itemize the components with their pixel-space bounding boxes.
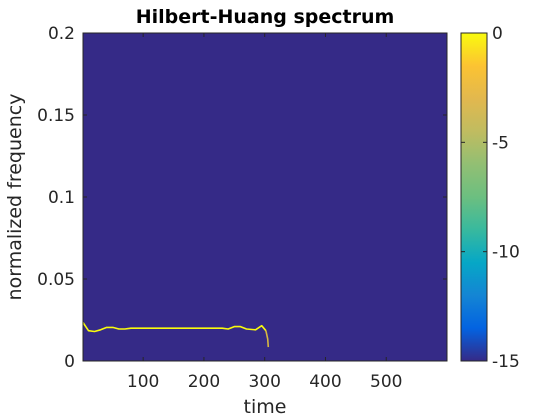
- y-tick-label: 0.1: [48, 188, 75, 208]
- colorbar: [460, 32, 488, 362]
- x-axis-ticks: 100 200 300 400 500: [127, 33, 402, 392]
- x-tick-label: 100: [127, 372, 159, 392]
- colorbar-tick-label: -15: [492, 352, 520, 372]
- x-axis-label: time: [244, 396, 287, 418]
- plot-area: 100 200 300 400 500 0 0.05 0.1 0.15 0.2: [37, 24, 448, 392]
- y-tick-label: 0.15: [37, 106, 75, 126]
- colorbar-ticks: 0 -5 -10 -15: [461, 24, 520, 372]
- y-tick-label: 0: [64, 352, 75, 372]
- ridge-line-0: [82, 322, 267, 333]
- spectrum-background: [83, 33, 447, 361]
- x-tick-label: 400: [309, 372, 341, 392]
- x-tick-label: 200: [188, 372, 220, 392]
- spectrum-ridges: [82, 322, 270, 348]
- colorbar-tick-label: -10: [492, 243, 520, 263]
- colorbar-tick-label: -5: [492, 133, 509, 153]
- colorbar-tick-label: 0: [492, 24, 503, 44]
- y-tick-label: 0.2: [48, 24, 75, 44]
- y-axis-label: normalized frequency: [4, 94, 26, 301]
- x-tick-label: 500: [370, 372, 402, 392]
- y-tick-label: 0.05: [37, 270, 75, 290]
- y-axis-ticks: 0 0.05 0.1 0.15 0.2: [37, 24, 447, 372]
- chart-title: Hilbert-Huang spectrum: [136, 6, 395, 28]
- ridge-line-1: [265, 330, 270, 348]
- x-tick-label: 300: [248, 372, 280, 392]
